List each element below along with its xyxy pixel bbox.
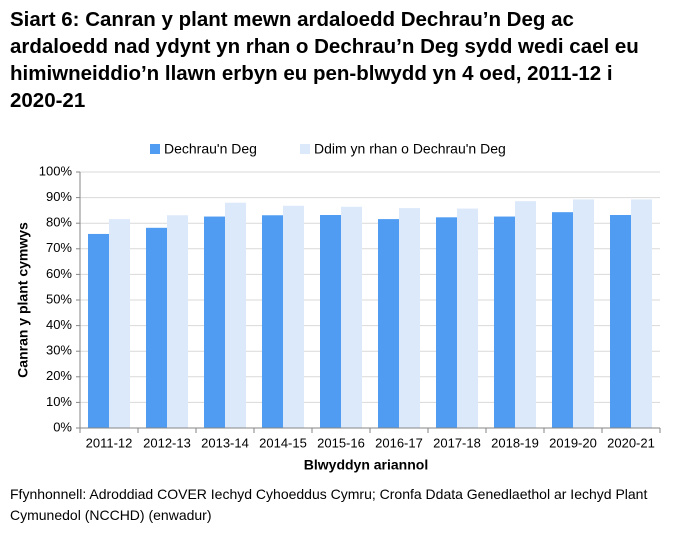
- x-tick-label: 2017-18: [433, 435, 481, 450]
- x-tick-label: 2013-14: [201, 435, 249, 450]
- bar: [88, 233, 109, 428]
- bar: [378, 219, 399, 428]
- chart-title: Siart 6: Canran y plant mewn ardaloedd D…: [10, 8, 639, 112]
- bar: [283, 205, 304, 428]
- bar: [204, 216, 225, 428]
- bar: [109, 219, 130, 428]
- x-tick-label: 2020-21: [607, 435, 655, 450]
- x-tick-label: 2014-15: [259, 435, 307, 450]
- bar: [494, 216, 515, 428]
- y-tick-label: 80%: [46, 215, 72, 230]
- bar: [320, 215, 341, 428]
- bar: [399, 208, 420, 428]
- y-tick-label: 60%: [46, 266, 72, 281]
- x-tick-label: 2012-13: [143, 435, 191, 450]
- y-tick-label: 30%: [46, 343, 72, 358]
- legend-label: Ddim yn rhan o Dechrau'n Deg: [314, 141, 506, 157]
- x-tick-label: 2015-16: [317, 435, 365, 450]
- bar: [436, 217, 457, 428]
- bar: [631, 199, 652, 428]
- y-tick-label: 40%: [46, 317, 72, 332]
- source-note: Ffynhonnell: Adroddiad COVER Iechyd Cyho…: [10, 486, 648, 523]
- y-tick-label: 20%: [46, 368, 72, 383]
- x-axis-label: Blwyddyn ariannol: [304, 457, 428, 473]
- y-tick-label: 90%: [46, 189, 72, 204]
- y-tick-label: 100%: [39, 163, 73, 178]
- y-tick-label: 0%: [53, 419, 72, 434]
- x-tick-label: 2016-17: [375, 435, 423, 450]
- bar: [552, 212, 573, 428]
- x-tick-label: 2011-12: [86, 435, 133, 450]
- legend-swatch: [300, 144, 310, 154]
- bar: [457, 208, 478, 428]
- bar: [146, 227, 167, 428]
- legend-label: Dechrau'n Deg: [164, 141, 257, 157]
- x-tick-label: 2019-20: [549, 435, 597, 450]
- bar: [262, 215, 283, 428]
- x-tick-label: 2018-19: [491, 435, 539, 450]
- bar: [341, 206, 362, 428]
- y-tick-label: 50%: [46, 291, 72, 306]
- bar: [225, 202, 246, 428]
- bar: [610, 215, 631, 428]
- bar: [573, 199, 594, 428]
- bar: [167, 215, 188, 428]
- y-axis-label: Canran y plant cymwys: [15, 222, 31, 378]
- y-tick-label: 10%: [46, 394, 72, 409]
- bar: [515, 201, 536, 428]
- legend-swatch: [150, 144, 160, 154]
- y-tick-label: 70%: [46, 240, 72, 255]
